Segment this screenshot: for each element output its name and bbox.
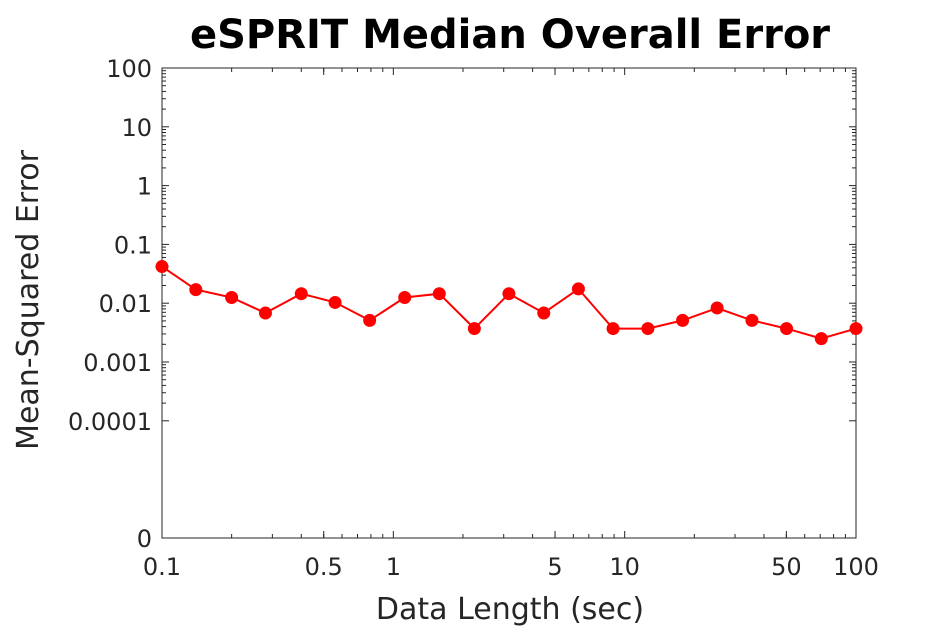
x-tick-label: 0.1 <box>143 553 181 581</box>
data-point <box>432 287 446 301</box>
x-tick-label: 100 <box>833 553 879 581</box>
y-tick-label: 0.1 <box>114 231 152 259</box>
series-layer <box>155 260 863 346</box>
data-point <box>398 291 412 305</box>
data-point <box>155 260 169 274</box>
chart-title: eSPRIT Median Overall Error <box>190 12 830 58</box>
y-tick-label: 0.0001 <box>68 408 152 436</box>
data-point <box>676 313 690 327</box>
x-tick-label: 10 <box>609 553 640 581</box>
y-tick-label: 0 <box>137 525 152 553</box>
data-point <box>189 283 203 297</box>
data-point <box>641 322 655 336</box>
data-point <box>814 332 828 346</box>
plot-area: 0.1 0.5 1 5 10 50 100 0 0.0001 0.001 0.01 0.1 1 10 100 <box>68 55 879 581</box>
y-axis-label: Mean-Squared Error <box>11 149 46 450</box>
y-tick-label: 10 <box>121 114 152 142</box>
x-tick-label: 50 <box>771 553 802 581</box>
data-point <box>780 322 794 336</box>
x-tick-label: 0.5 <box>305 553 343 581</box>
data-point <box>363 313 377 327</box>
y-tick-label: 0.01 <box>99 290 152 318</box>
data-point <box>328 295 342 309</box>
data-point <box>225 291 239 305</box>
data-point <box>710 301 724 315</box>
data-point <box>571 282 585 296</box>
data-point <box>502 287 516 301</box>
data-point <box>849 322 863 336</box>
y-tick-label: 1 <box>137 173 152 201</box>
x-tick-label: 1 <box>386 553 401 581</box>
y-tick-label: 100 <box>106 55 152 83</box>
y-tick-label: 0.001 <box>83 349 152 377</box>
tick-labels: 0.1 0.5 1 5 10 50 100 0 0.0001 0.001 0.01 0.1 1 10 100 <box>68 55 879 581</box>
major-ticks <box>161 67 857 539</box>
data-point <box>258 306 272 320</box>
data-point <box>606 322 620 336</box>
data-point <box>294 287 308 301</box>
data-point <box>745 313 759 327</box>
plot-frame <box>161 67 857 539</box>
x-axis-label: Data Length (sec) <box>376 592 644 627</box>
x-tick-label: 5 <box>547 553 562 581</box>
data-point <box>467 322 481 336</box>
data-point <box>537 306 551 320</box>
